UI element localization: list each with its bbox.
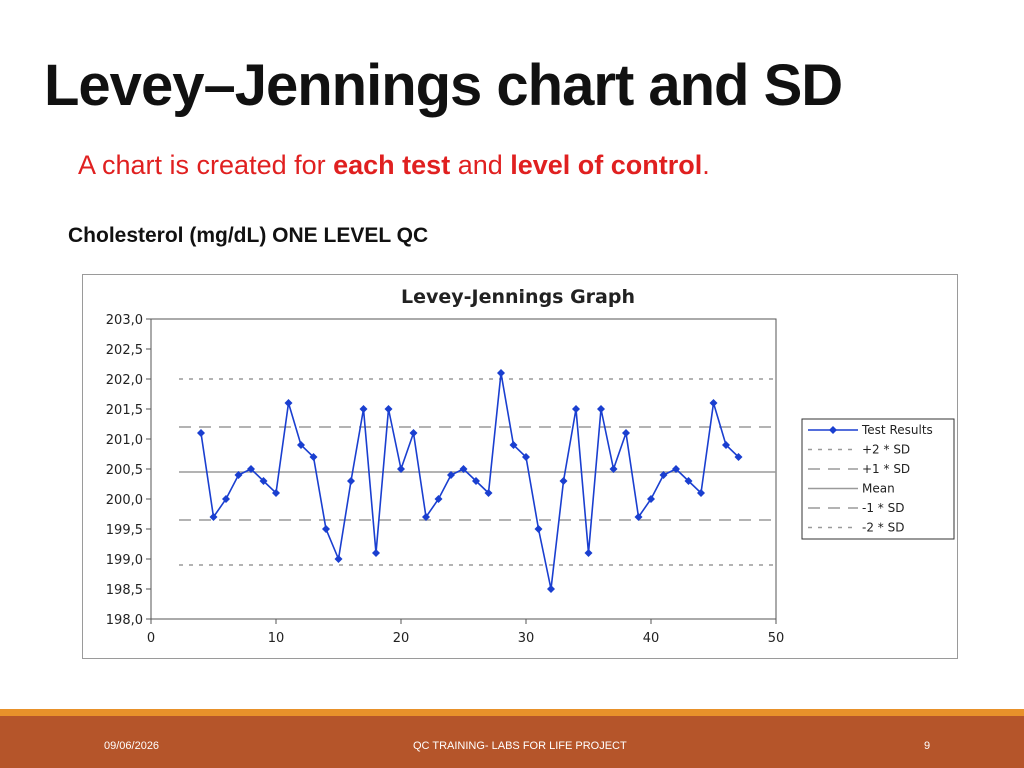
data-point xyxy=(447,471,455,479)
data-point xyxy=(309,453,318,461)
data-point xyxy=(572,405,580,413)
y-axis: 198,0 198,5 199,0 199,5 200,0 200,5 201,0 201,5… xyxy=(106,313,151,628)
levey-jennings-chart: Levey-Jennings Graph 198,0 198,5 199,0 199,… xyxy=(106,286,955,646)
x-tick-label: 10 xyxy=(268,631,285,646)
subtitle-emphasis-each-test: each test xyxy=(333,150,451,180)
data-point xyxy=(272,489,280,497)
legend-label-1-sd: -1 * SD xyxy=(862,501,904,515)
footer-date: 09/06/2026 xyxy=(104,740,160,752)
data-point xyxy=(634,513,643,521)
series-test-results xyxy=(197,369,743,593)
data-point xyxy=(359,405,368,413)
data-point xyxy=(434,495,443,503)
x-tick-label: 20 xyxy=(393,631,410,646)
data-point xyxy=(722,441,730,449)
data-point xyxy=(422,513,430,521)
legend-label-2-sd: -2 * SD xyxy=(862,521,904,535)
data-point xyxy=(347,477,355,485)
x-axis: 0 10 20 30 40 50 xyxy=(147,619,784,646)
data-point xyxy=(372,549,380,557)
chart-title: Levey-Jennings Graph xyxy=(401,286,635,308)
data-point xyxy=(484,489,493,497)
legend-label-test-results: Test Results xyxy=(861,423,933,437)
y-tick-label: 203,0 xyxy=(106,313,143,328)
data-point xyxy=(197,429,205,437)
slide-title: Levey–Jennings chart and SD xyxy=(44,53,843,118)
data-point xyxy=(247,465,255,473)
footer-title: QC TRAINING- LABS FOR LIFE PROJECT xyxy=(413,740,627,752)
legend-label-mean: Mean xyxy=(862,482,895,496)
slide-subtitle: A chart is created for each test and lev… xyxy=(78,150,710,181)
subtitle-text-2: and xyxy=(450,150,511,180)
x-tick-label: 40 xyxy=(643,631,660,646)
y-tick-label: 200,0 xyxy=(106,493,143,508)
legend: Test Results +2 * SD +1 * SD Mean -1 * SD -2 … xyxy=(801,418,955,540)
y-tick-label: 201,5 xyxy=(106,403,143,418)
legend-label-1-sd: +1 * SD xyxy=(862,462,910,476)
y-tick-label: 200,5 xyxy=(106,463,143,478)
subtitle-text-1: A chart is created for xyxy=(78,150,334,180)
x-tick-label: 30 xyxy=(518,631,535,646)
data-point xyxy=(609,465,618,473)
y-tick-label: 199,5 xyxy=(106,523,143,538)
data-point xyxy=(259,477,268,485)
series-line xyxy=(200,372,740,590)
data-point xyxy=(584,549,593,557)
y-tick-label: 202,5 xyxy=(106,343,143,358)
data-point xyxy=(672,465,680,473)
data-point xyxy=(397,465,405,473)
data-point xyxy=(684,477,693,485)
x-tick-label: 0 xyxy=(147,631,155,646)
y-tick-label: 198,5 xyxy=(106,583,143,598)
data-point xyxy=(334,555,343,563)
data-point xyxy=(409,429,418,437)
page-number: 9 xyxy=(924,740,931,752)
data-point xyxy=(659,471,668,479)
data-point xyxy=(384,405,393,413)
data-point xyxy=(597,405,605,413)
data-point xyxy=(284,399,293,407)
data-point xyxy=(322,525,330,533)
data-point xyxy=(222,495,230,503)
data-point xyxy=(509,441,518,449)
chart-frame: Levey-Jennings Graph 198,0 198,5 199,0 199,… xyxy=(82,274,958,659)
footer-bar: 09/06/2026 QC TRAINING- LABS FOR LIFE PR… xyxy=(0,716,1024,768)
data-point xyxy=(734,453,743,461)
y-tick-label: 199,0 xyxy=(106,553,143,568)
chart-caption: Cholesterol (mg/dL) ONE LEVEL QC xyxy=(68,224,429,247)
data-point xyxy=(459,465,468,473)
data-point xyxy=(709,399,718,407)
data-point xyxy=(297,441,305,449)
legend-marker xyxy=(829,426,837,434)
subtitle-emphasis-level-of-control: level of control xyxy=(510,150,703,180)
data-point xyxy=(234,471,243,479)
data-point xyxy=(647,495,655,503)
legend-label-2-sd: +2 * SD xyxy=(862,443,910,457)
data-point xyxy=(497,369,505,377)
data-point xyxy=(534,525,543,533)
data-point xyxy=(522,453,530,461)
data-point xyxy=(547,585,555,593)
data-point xyxy=(209,513,218,521)
data-point xyxy=(559,477,568,485)
y-tick-label: 198,0 xyxy=(106,613,143,628)
y-tick-label: 202,0 xyxy=(106,373,143,388)
x-tick-label: 50 xyxy=(768,631,785,646)
subtitle-text-3: . xyxy=(702,150,710,180)
data-point xyxy=(697,489,705,497)
footer-accent-line xyxy=(0,709,1024,716)
legend-box xyxy=(801,418,955,540)
data-point xyxy=(622,429,630,437)
y-tick-label: 201,0 xyxy=(106,433,143,448)
data-point xyxy=(472,477,480,485)
